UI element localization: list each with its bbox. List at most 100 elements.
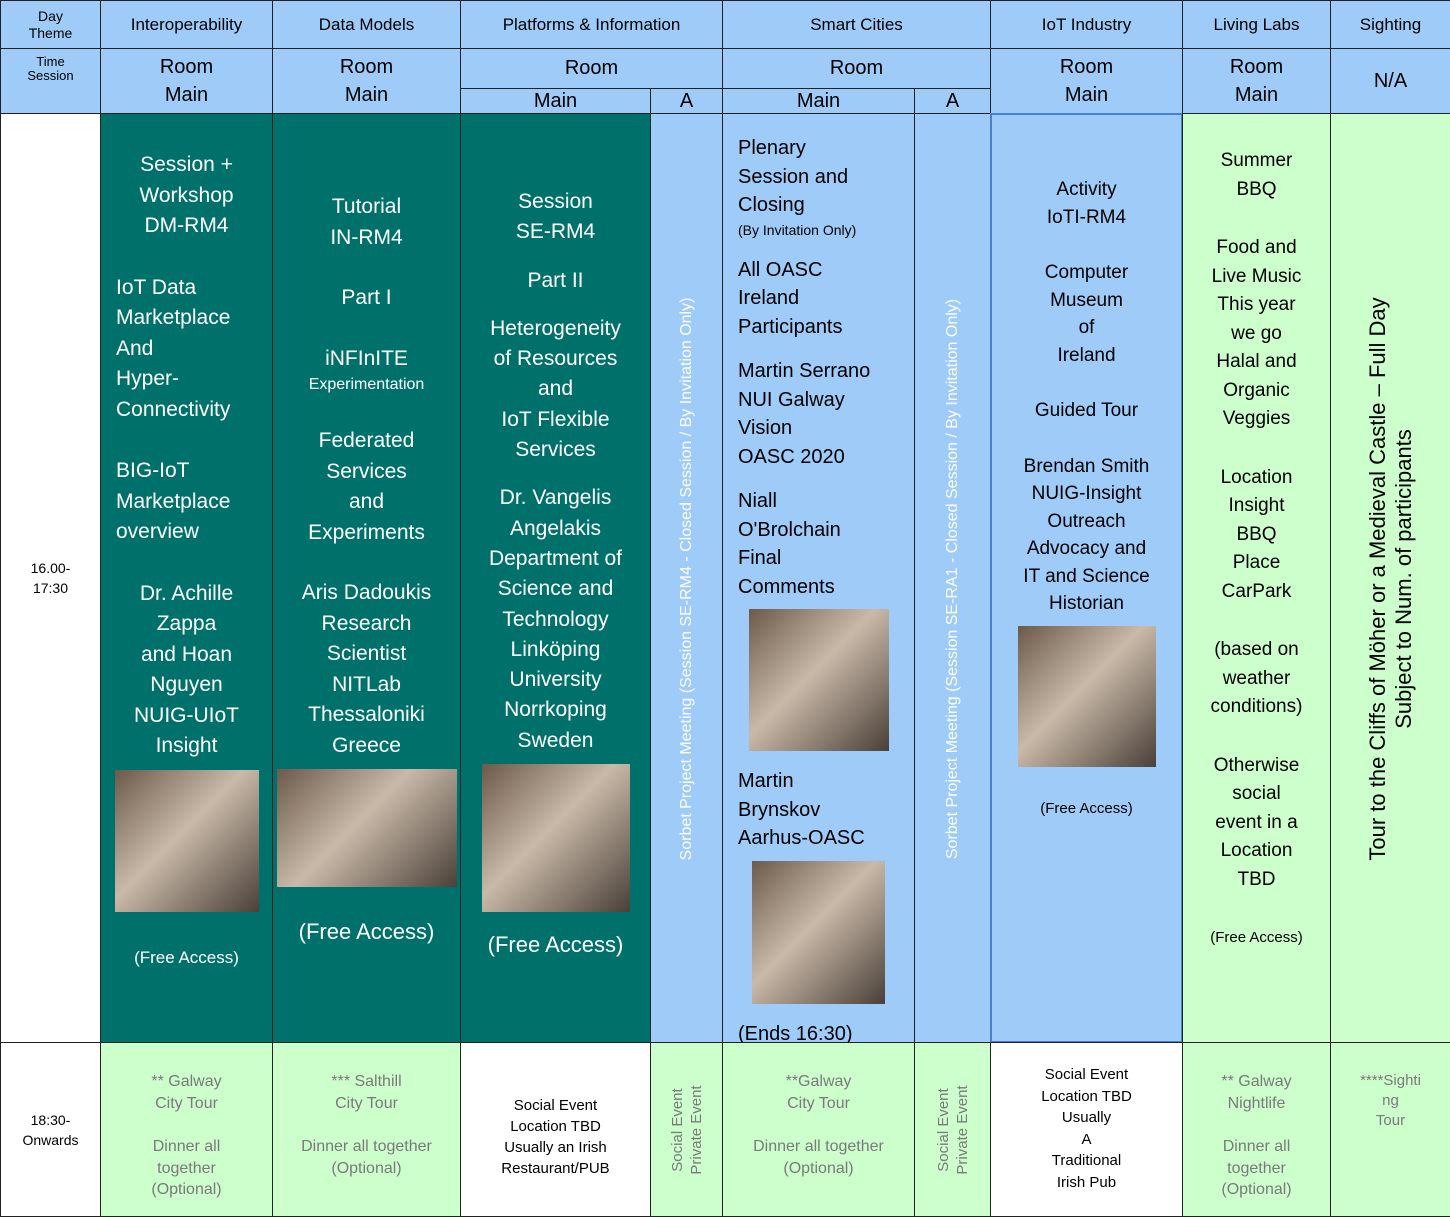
text-line: TBD	[1237, 868, 1276, 890]
cell-content: ** Galway Nightlife Dinner all together (Opt…	[1183, 1071, 1330, 1216]
paragraph: Federated Services and Experiments	[273, 426, 460, 548]
text-line: Services	[515, 438, 596, 462]
text-line: Connectivity	[116, 397, 231, 421]
text-line: Social Event	[1044, 1066, 1129, 1083]
text-line: Final	[738, 547, 782, 569]
paragraph: Part I	[273, 283, 460, 314]
text-line: BBQ	[1236, 178, 1277, 200]
room-header: Room	[460, 48, 723, 89]
text-line: IoT Data	[116, 275, 197, 299]
text-line: Science and	[497, 577, 614, 601]
text-line: Dinner all	[1222, 1138, 1291, 1155]
text-line: Session +	[140, 153, 233, 176]
text-line: SE-RM4	[515, 220, 596, 244]
text-line: Brendan Smith	[1023, 455, 1150, 477]
room: Room	[159, 56, 214, 78]
theme: IoT Industry	[1041, 14, 1132, 34]
photo	[114, 769, 259, 912]
text-line: (By Invitation Only)	[738, 221, 857, 238]
paragraph: Dr. Achille Zappa and Hoan Nguyen NUIG-UIoT I…	[101, 579, 272, 762]
theme: Living Labs	[1213, 14, 1300, 34]
text-line: OASC 2020	[738, 445, 845, 468]
text-line: and	[348, 490, 385, 513]
cell-content: Tutorial IN-RM4 Part I iNFInITE Experimentat…	[273, 192, 460, 978]
text-line: Subject to Num. of participants	[1391, 428, 1416, 729]
photo	[481, 764, 630, 913]
text-line: Participants	[738, 315, 843, 338]
room-header: Room Main	[272, 48, 461, 114]
cell-content: Summer BBQ Food and Live Music This year we g…	[1183, 147, 1330, 983]
text-line: IoTI-RM4	[1046, 206, 1127, 228]
text-line: Sweden	[517, 728, 594, 752]
cell-content: **Galway City Tour Dinner all together (Opt…	[723, 1071, 914, 1201]
afternoon-cell: Activity IoTI-RM4 Computer Museum of Ireland G…	[990, 113, 1183, 1043]
text-line: Computer	[1044, 262, 1129, 283]
text-line: Sorbet Project Meeting (Session SE-RM4 -…	[678, 297, 695, 860]
evening-cell: Social Event Location TBD Usually A Traditio…	[990, 1042, 1183, 1217]
text-line: weather	[1222, 667, 1291, 689]
text-line: Nguyen	[150, 673, 223, 696]
text-line: Part I	[341, 286, 392, 309]
room: Room	[564, 57, 619, 79]
text-line: iNFInITE	[325, 346, 408, 370]
room-header: Room Main	[100, 48, 273, 114]
paragraph: Guided Tour	[992, 397, 1181, 425]
text-line: This year	[1217, 294, 1296, 315]
text-line: NITLab	[332, 672, 401, 696]
paragraph: Activity IoTI-RM4	[992, 176, 1181, 231]
time-label: 16.00- 17:30	[0, 113, 101, 1043]
text-line: Tutorial	[331, 195, 402, 218]
paragraph: Food and Live Music This year we go Halal an…	[1183, 234, 1330, 434]
room-sub: A	[914, 88, 991, 114]
room-name: Main	[164, 84, 209, 106]
afternoon-cell: Session SE-RM4 Part II Heterogeneity of Reso…	[460, 113, 651, 1043]
paragraph: Tutorial IN-RM4	[273, 192, 460, 253]
text-line: NUIG-UIoT	[134, 703, 239, 727]
cell-content: Plenary Session and Closing (By Invitation …	[723, 134, 914, 1043]
paragraph: Location Insight BBQ Place CarPark	[1183, 464, 1330, 607]
paragraph: Part II	[461, 266, 650, 296]
text-line: (Free Access)	[487, 932, 624, 958]
paragraph: (Ends 16:30)	[723, 1020, 914, 1043]
text-line: And	[116, 336, 154, 360]
cell-content: Social Event Location TBD Usually A Traditio…	[991, 1064, 1182, 1193]
text-line: Halal and	[1216, 351, 1297, 372]
room-name: Main	[344, 84, 389, 106]
vertical-text: Sorbet Project Meeting (Session SE-RA1 -…	[943, 298, 963, 858]
evening-cell: Social Event Private Event	[650, 1042, 723, 1217]
paragraph: (Free Access)	[992, 795, 1181, 823]
room-name: Main	[796, 89, 841, 112]
text-line: ng	[1382, 1092, 1399, 1109]
room-name: Main	[1064, 84, 1109, 106]
text-line: event in a	[1215, 811, 1298, 833]
text-line: **Galway	[785, 1073, 852, 1090]
text-line: Dr. Achille	[139, 581, 234, 605]
header-label: Day Theme	[0, 0, 101, 49]
paragraph: Social Event Location TBD Usually A Traditio…	[991, 1064, 1182, 1193]
text-line: Dinner all	[152, 1138, 221, 1155]
text-line: NUI Galway	[738, 388, 845, 411]
text-line: Technology	[502, 607, 609, 631]
text-line: overview	[116, 520, 199, 543]
paragraph: All OASC Ireland Participants	[723, 256, 914, 342]
text-line: IN-RM4	[330, 225, 403, 249]
text-line: Tour to the Cliffs of Möher or a Medieva…	[1365, 296, 1390, 861]
text-line: Outreach	[1047, 510, 1126, 532]
room: Room	[1229, 56, 1284, 78]
theme-header: Sighting	[1330, 0, 1450, 49]
paragraph: Dinner all together (Optional)	[101, 1136, 272, 1201]
text-line: Experiments	[308, 520, 425, 544]
afternoon-cell: Tour to the Cliffs of Möher or a Medieva…	[1330, 113, 1450, 1043]
photo	[748, 609, 889, 751]
theme-header: Platforms & Information	[460, 0, 723, 49]
text-line: Heterogeneity	[490, 316, 621, 340]
room-name: Main	[1234, 84, 1279, 106]
text-line: (Free Access)	[1210, 929, 1303, 946]
room: Room	[1059, 56, 1114, 78]
paragraph: Martin Brynskov Aarhus-OASC	[723, 767, 914, 853]
text-line: Social Event	[935, 1088, 952, 1172]
text-line: Marketplace	[116, 489, 231, 513]
label: Time	[36, 54, 65, 69]
text-line: Federated	[318, 429, 415, 452]
